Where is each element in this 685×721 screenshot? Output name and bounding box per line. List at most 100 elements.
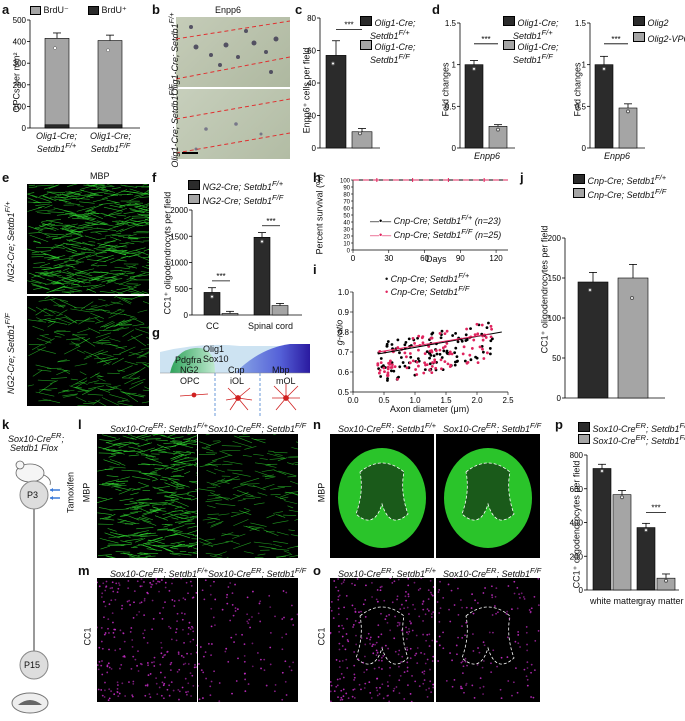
svg-l2-fiber-127 bbox=[210, 478, 226, 485]
ytick-a-2: 200 bbox=[13, 81, 27, 90]
point-i-het-31 bbox=[428, 351, 431, 355]
ytick-h-5: 50 bbox=[343, 214, 350, 220]
svg-e-top-fiber-230 bbox=[132, 222, 143, 227]
svg-o1-dot-127 bbox=[381, 668, 383, 670]
point-i-ko-70 bbox=[383, 370, 386, 374]
svg-l1-fiber-90 bbox=[157, 528, 169, 530]
svg-o1-dot-37 bbox=[362, 603, 365, 606]
svg-o2-dot-134 bbox=[460, 685, 462, 688]
svg-o2-dot-46 bbox=[478, 651, 481, 654]
svg-o1-dot-144 bbox=[376, 600, 379, 603]
ylabel-d1: Fold changes bbox=[440, 62, 451, 117]
svg-l1-fiber-227 bbox=[153, 536, 163, 541]
marker-ng2: NG2 bbox=[180, 365, 199, 375]
svg-e-top-fiber-49 bbox=[138, 274, 149, 277]
svg-e-top-fiber-299 bbox=[68, 227, 82, 234]
point-i-ko-95 bbox=[379, 361, 383, 365]
point-d2-1 bbox=[626, 109, 630, 114]
bar-a-brdu-neg-0 bbox=[44, 38, 70, 129]
svg-m1-dot-173 bbox=[178, 690, 181, 693]
svg-m2-dot-107 bbox=[237, 657, 239, 660]
svg-m2-dot-72 bbox=[284, 680, 287, 683]
svg-m2-dot-4 bbox=[290, 669, 293, 672]
svg-e-top-fiber-125 bbox=[110, 290, 125, 294]
svg-o1-gray-matter bbox=[355, 606, 409, 665]
svg-m1-dot-188 bbox=[116, 591, 119, 593]
svg-o1-dot-15 bbox=[422, 608, 425, 611]
svg-m1-dot-2 bbox=[192, 630, 195, 633]
svg-e-top-fiber-207 bbox=[66, 229, 83, 237]
point-i-het-68 bbox=[432, 354, 436, 358]
svg-e-bot-fiber-192 bbox=[138, 352, 149, 359]
svg-l1-fiber-111 bbox=[138, 553, 146, 556]
svg-o2-dot-21 bbox=[439, 580, 441, 583]
ytick-h-2: 20 bbox=[343, 235, 350, 241]
xtick-h-0: 0 bbox=[351, 254, 356, 263]
svg-m1-dot-19 bbox=[190, 695, 193, 697]
svg-o1-dot-244 bbox=[422, 633, 425, 636]
svg-m1-dot-140 bbox=[112, 631, 115, 634]
svg-l1-fiber-104 bbox=[107, 528, 117, 532]
svg-o2-dot-62 bbox=[528, 609, 531, 611]
label-e-bottom: NG2-Cre; Setdb1F/F bbox=[3, 313, 16, 394]
svg-e-bot-fiber-83 bbox=[142, 301, 149, 304]
svg-e-top-fiber-239 bbox=[139, 196, 149, 198]
svg-o1-dot-159 bbox=[423, 679, 426, 681]
ylabel-h: Percent survival (%) bbox=[314, 173, 325, 255]
svg-l1-fiber-234 bbox=[155, 439, 168, 442]
panel-letter-o: o bbox=[313, 563, 321, 578]
svg-o1-dot-69 bbox=[370, 697, 373, 699]
svg-o2-dot-5 bbox=[473, 696, 476, 699]
svg-e-top-fiber-252 bbox=[64, 229, 84, 233]
svg-o1-dot-136 bbox=[369, 642, 371, 645]
svg-m1-dot-37 bbox=[170, 638, 173, 641]
svg-l1-fiber-49 bbox=[150, 467, 165, 473]
svg-e-top-fiber-131 bbox=[56, 274, 75, 282]
svg-l1-fiber-255 bbox=[158, 451, 176, 454]
svg-l1-fiber-22 bbox=[105, 479, 120, 483]
marker-sox10: Sox10 bbox=[203, 354, 229, 364]
svg-o2-dot-75 bbox=[439, 607, 442, 610]
svg-e-top-fiber-268 bbox=[136, 231, 149, 233]
svg-m2-dot-100 bbox=[269, 606, 272, 609]
svg-m1-dot-120 bbox=[111, 612, 114, 615]
svg-m1-dot-143 bbox=[147, 664, 149, 667]
svg-o2-dot-16 bbox=[525, 631, 528, 634]
svg-l1-fiber-73 bbox=[193, 439, 197, 442]
point-c-0 bbox=[331, 61, 335, 66]
point-i-ko-84 bbox=[448, 350, 452, 354]
svg-e-bot-fiber-215 bbox=[99, 358, 119, 362]
svg-e-top-fiber-154 bbox=[32, 284, 49, 290]
legend-f-2: NG2-Cre; Setdb1F/F bbox=[188, 194, 283, 206]
svg-m2-dot-27 bbox=[243, 655, 246, 657]
svg-o1-dot-219 bbox=[380, 656, 383, 659]
svg-m1-dot-73 bbox=[107, 618, 110, 620]
svg-l1-fiber-24 bbox=[135, 434, 148, 438]
svg-m1-dot-16 bbox=[152, 617, 155, 620]
svg-o1-dot-23 bbox=[351, 582, 353, 585]
svg-e-top-fiber-183 bbox=[69, 214, 88, 218]
point-i-ko-50 bbox=[445, 341, 449, 345]
svg-l1-fiber-43 bbox=[188, 463, 197, 466]
k-line1: Sox10-CreER; bbox=[8, 431, 64, 444]
svg-o1-dot-100 bbox=[351, 604, 354, 607]
svg-m1-dot-237 bbox=[110, 599, 113, 602]
svg-o2-dot-125 bbox=[445, 679, 448, 682]
svg-o1-dot-13 bbox=[368, 681, 371, 683]
svg-m2-dot-64 bbox=[227, 660, 230, 663]
svg-e-top-fiber-55 bbox=[82, 284, 98, 287]
svg-o2-dot-65 bbox=[477, 647, 479, 649]
svg-m1-dot-107 bbox=[194, 663, 196, 666]
svg-m1-dot-215 bbox=[153, 665, 156, 667]
svg-m1-dot-50 bbox=[129, 630, 132, 633]
point-i-het-13 bbox=[488, 352, 492, 356]
svg-o1-dot-190 bbox=[330, 684, 333, 687]
svg-o2-dot-56 bbox=[495, 587, 498, 589]
svg-m1-dot-136 bbox=[124, 695, 127, 697]
legend-a-2: BrdU⁺ bbox=[88, 6, 127, 16]
svg-m2-dot-78 bbox=[251, 642, 254, 645]
o-left-title: Sox10-CreER; Setdb1F/+ bbox=[338, 566, 437, 579]
point-i-ko-18 bbox=[470, 347, 474, 350]
svg-l1-fiber-129 bbox=[119, 515, 128, 517]
svg-e-bot-fiber-36 bbox=[92, 342, 103, 345]
